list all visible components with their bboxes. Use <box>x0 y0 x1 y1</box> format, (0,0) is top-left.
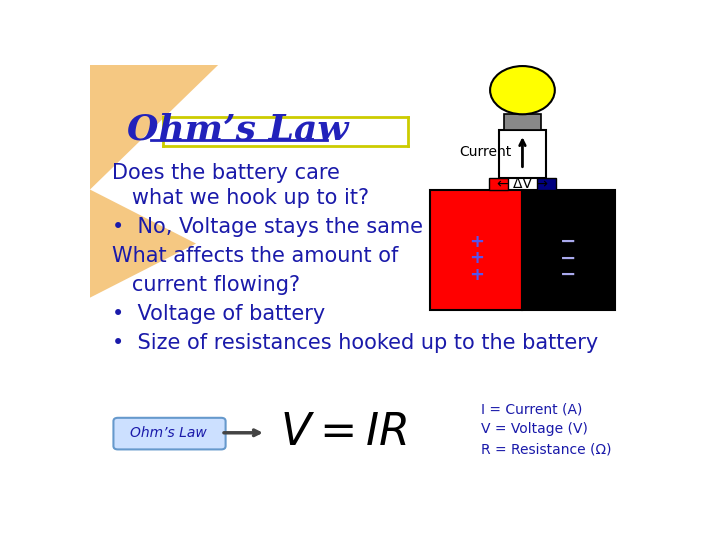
Text: +: + <box>469 233 484 251</box>
Text: ← ΔV →: ← ΔV → <box>497 177 548 191</box>
Text: what we hook up to it?: what we hook up to it? <box>112 188 369 208</box>
Bar <box>490 178 508 190</box>
Text: Does the battery care: Does the battery care <box>112 163 340 183</box>
Text: •  Voltage of battery: • Voltage of battery <box>112 304 325 325</box>
Text: +: + <box>469 266 484 284</box>
Text: R = Resistance (Ω): R = Resistance (Ω) <box>481 442 611 456</box>
Bar <box>537 178 556 190</box>
Text: •  No, Voltage stays the same: • No, Voltage stays the same <box>112 217 423 237</box>
Text: −: − <box>560 248 577 268</box>
Text: •  Size of resistances hooked up to the battery: • Size of resistances hooked up to the b… <box>112 333 598 353</box>
Text: What affects the amount of: What affects the amount of <box>112 246 399 266</box>
Text: current flowing?: current flowing? <box>112 275 300 295</box>
Text: −: − <box>560 265 577 284</box>
Polygon shape <box>90 190 196 298</box>
FancyBboxPatch shape <box>114 418 225 449</box>
Text: Ohm’s Law: Ohm’s Law <box>130 426 207 440</box>
Circle shape <box>490 66 555 114</box>
Text: I = Current (A): I = Current (A) <box>481 403 582 417</box>
Bar <box>504 114 541 130</box>
Bar <box>523 190 615 310</box>
Text: Ohm’s Law: Ohm’s Law <box>127 112 348 146</box>
Text: −: − <box>560 232 577 251</box>
Text: Current: Current <box>459 145 511 159</box>
Text: $V = IR$: $V = IR$ <box>281 411 408 454</box>
Text: +: + <box>469 249 484 267</box>
Bar <box>498 130 546 178</box>
Text: V = Voltage (V): V = Voltage (V) <box>481 422 588 436</box>
Polygon shape <box>90 65 218 190</box>
Bar <box>431 190 523 310</box>
